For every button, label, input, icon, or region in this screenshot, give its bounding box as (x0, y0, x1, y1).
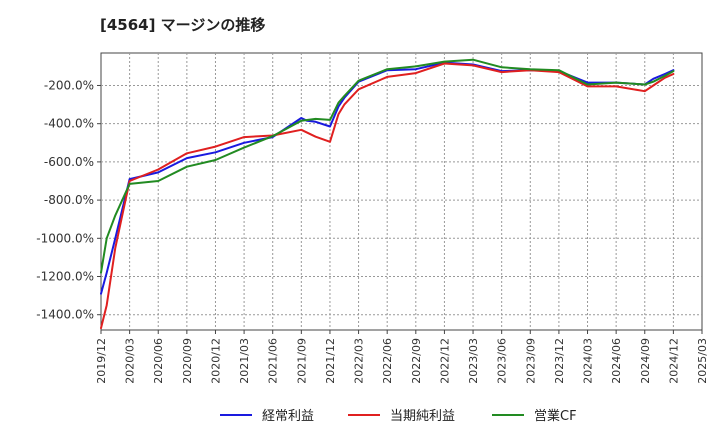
x-tick-label: 2021/09 (295, 338, 308, 384)
legend: 経常利益 当期純利益 営業CF (220, 408, 577, 424)
series-line (100, 62, 675, 330)
x-tick-label: 2022/06 (381, 338, 394, 384)
x-tick-label: 2023/03 (467, 338, 480, 384)
x-tick-label: 2021/06 (267, 338, 280, 384)
x-tick-label: 2022/03 (353, 338, 366, 384)
y-tick-label: -1000.0% (36, 231, 94, 245)
y-tick-label: -400.0% (44, 117, 94, 131)
y-tick-label: -1400.0% (36, 308, 94, 322)
x-tick-label: 2020/12 (209, 338, 222, 384)
x-tick-label: 2023/09 (524, 338, 537, 384)
x-tick-label: 2023/06 (496, 338, 509, 384)
x-tick-label: 2020/06 (152, 338, 165, 384)
series-line (100, 58, 675, 274)
x-tick-label: 2020/03 (124, 338, 137, 384)
series-line (100, 61, 675, 295)
x-tick-label: 2023/12 (553, 338, 566, 384)
x-tick-label: 2024/12 (667, 338, 680, 384)
y-axis: -200.0% -400.0% -600.0% -800.0% -1000.0% -120… (36, 78, 101, 322)
x-tick-label: 2024/03 (582, 338, 595, 384)
y-tick-label: -200.0% (44, 78, 94, 92)
legend-label: 経常利益 (262, 409, 314, 424)
x-axis: 2019/12 2020/03 2020/06 2020/09 2020/12 2021/… (95, 330, 709, 384)
x-tick-label: 2022/12 (438, 338, 451, 384)
grid (101, 53, 702, 330)
x-tick-label: 2025/03 (696, 338, 709, 384)
y-tick-label: -600.0% (44, 155, 94, 169)
series-lines (100, 58, 675, 330)
legend-label: 当期純利益 (390, 409, 455, 424)
chart-title: [4564] マージンの推移 (100, 16, 265, 34)
x-tick-label: 2024/06 (610, 338, 623, 384)
x-tick-label: 2022/09 (410, 338, 423, 384)
x-tick-label: 2021/12 (324, 338, 337, 384)
x-tick-label: 2019/12 (95, 338, 108, 384)
x-tick-label: 2020/09 (181, 338, 194, 384)
plot-area (100, 52, 703, 331)
y-tick-label: -800.0% (44, 193, 94, 207)
x-tick-label: 2021/03 (238, 338, 251, 384)
y-tick-label: -1200.0% (36, 270, 94, 284)
x-tick-label: 2024/09 (639, 338, 652, 384)
legend-label: 営業CF (534, 408, 577, 424)
